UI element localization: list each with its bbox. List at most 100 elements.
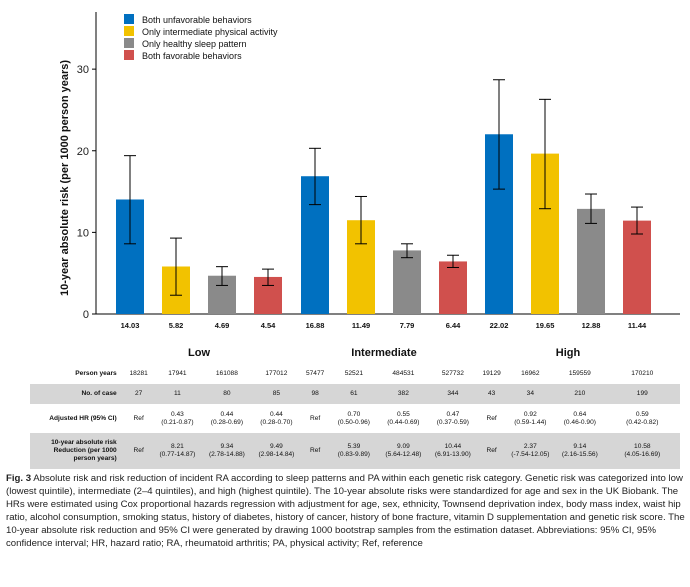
bar-series bbox=[116, 134, 651, 314]
bar-value-label: 11.44 bbox=[628, 321, 647, 330]
cell-estimate: 177012 bbox=[265, 370, 288, 378]
bar-value-label: 4.54 bbox=[261, 321, 276, 330]
bar-value-label: 4.69 bbox=[215, 321, 230, 330]
table-cell: 0.44 (0.28-0.69) bbox=[202, 404, 252, 433]
cell-estimate: 159559 bbox=[568, 370, 591, 378]
table-cell: Ref bbox=[478, 404, 506, 433]
bar bbox=[393, 250, 421, 314]
bar-chart: 0 10 20 30 10-year absolute risk (per 1000 … bbox=[59, 12, 680, 359]
cell-estimate: 19129 bbox=[482, 370, 501, 378]
cell-ci: (0.46-0.90) bbox=[563, 418, 596, 426]
table-cell: Ref bbox=[125, 404, 153, 433]
bar-value-label: 6.44 bbox=[446, 321, 461, 330]
table-cell: 61 bbox=[329, 384, 379, 404]
bar bbox=[577, 208, 605, 314]
group-label: Intermediate bbox=[351, 347, 416, 359]
table-cell: Ref bbox=[301, 404, 329, 433]
legend-swatch bbox=[124, 38, 134, 48]
cell-estimate: 0.55 bbox=[396, 410, 410, 418]
table-cell: 10.58 (4.05-16.69) bbox=[604, 433, 680, 469]
table-cell: 10.44 (6.91-13.90) bbox=[428, 433, 478, 469]
table-cell: 0.92 (0.59-1.44) bbox=[506, 404, 556, 433]
table-cell: 34 bbox=[505, 384, 556, 404]
cell-estimate: 0.92 bbox=[523, 410, 537, 418]
cell-estimate: 9.34 bbox=[220, 443, 234, 451]
y-tick-label: 10 bbox=[77, 227, 89, 239]
cell-estimate: 52521 bbox=[344, 370, 364, 378]
table-cell: 9.49 (2.98-14.84) bbox=[251, 433, 302, 469]
cell-estimate: 0.47 bbox=[446, 410, 460, 418]
legend-swatch bbox=[124, 14, 134, 24]
cell-estimate: 17941 bbox=[168, 370, 187, 378]
bar bbox=[623, 220, 651, 314]
cell-ci: (2.78-14.88) bbox=[208, 451, 245, 458]
cell-ci: (0.28-0.70) bbox=[260, 418, 293, 426]
cell-estimate: Ref bbox=[133, 414, 144, 422]
cell-estimate: 27 bbox=[135, 390, 143, 398]
table-cell: 52521 bbox=[329, 364, 379, 384]
table-cell: Ref bbox=[301, 433, 330, 469]
table-cell: 527732 bbox=[428, 364, 478, 384]
cell-estimate: 98 bbox=[311, 390, 319, 398]
cell-ci: (0.50-0.96) bbox=[337, 418, 370, 426]
cell-ci: (0.42-0.82) bbox=[626, 418, 659, 426]
cell-ci: (0.59-1.44) bbox=[514, 418, 547, 426]
cell-estimate: Ref bbox=[310, 414, 321, 422]
group-label: Low bbox=[188, 347, 210, 359]
cell-estimate: 10.58 bbox=[634, 443, 651, 451]
y-axis-ticks: 0 10 20 30 bbox=[77, 64, 96, 321]
legend-label: Only healthy sleep pattern bbox=[142, 39, 247, 49]
cell-ci: (2.16-15.56) bbox=[561, 451, 598, 458]
table-cell: 19129 bbox=[478, 364, 506, 384]
legend-label: Both unfavorable behaviors bbox=[142, 15, 252, 25]
cell-estimate: 10.44 bbox=[444, 443, 462, 451]
table-cell: 9.09 (5.64-12.48) bbox=[378, 433, 429, 469]
cell-estimate: 43 bbox=[487, 390, 496, 398]
figure-caption: Fig. 3 Absolute risk and risk reduction … bbox=[6, 472, 686, 551]
cell-ci: (0.28-0.69) bbox=[210, 418, 244, 426]
cell-estimate: 9.14 bbox=[573, 443, 587, 451]
row-header: Person years bbox=[75, 370, 117, 378]
table-cell: 199 bbox=[604, 384, 680, 404]
cell-estimate: 199 bbox=[636, 390, 648, 398]
legend-label: Only intermediate physical activity bbox=[142, 27, 278, 37]
bar-value-labels: 14.03 5.82 4.69 4.54 16.88 11.49 7.79 6.44 22.02… bbox=[121, 321, 647, 330]
y-tick-label: 20 bbox=[77, 146, 89, 158]
figure-label: Fig. 3 bbox=[6, 473, 32, 484]
cell-ci: (0.77-14.87) bbox=[159, 451, 196, 458]
cell-estimate: 344 bbox=[447, 390, 459, 398]
table-cell: 0.44 (0.28-0.70) bbox=[252, 404, 302, 433]
table-cell: 98 bbox=[301, 384, 330, 404]
bar-value-label: 22.02 bbox=[490, 321, 509, 330]
cell-estimate: 161088 bbox=[215, 370, 238, 378]
table-cell: 0.43 (0.21-0.87) bbox=[153, 404, 203, 433]
cell-estimate: 484531 bbox=[392, 370, 415, 378]
table-cell: 170210 bbox=[605, 364, 680, 384]
table-cell: 9.14 (2.16-15.56) bbox=[555, 433, 605, 469]
table-cell: 0.64 (0.46-0.90) bbox=[555, 404, 605, 433]
cell-ci: (6.91-13.90) bbox=[434, 451, 471, 458]
cell-ci: (0.44-0.69) bbox=[387, 418, 420, 426]
cell-ci: (2.98-14.84) bbox=[258, 451, 295, 458]
cell-estimate: 18281 bbox=[129, 370, 148, 378]
cell-estimate: 34 bbox=[526, 390, 535, 398]
cell-estimate: 85 bbox=[272, 390, 281, 398]
row-header: No. of case bbox=[30, 384, 125, 404]
table-row: Person years 18281 17941 161088 177012 57477 5… bbox=[30, 364, 680, 384]
bar-value-label: 14.03 bbox=[121, 321, 140, 330]
cell-estimate: Ref bbox=[486, 447, 497, 455]
cell-estimate: 0.64 bbox=[573, 410, 587, 418]
bar-value-label: 11.49 bbox=[352, 321, 370, 330]
table-cell: 11 bbox=[152, 384, 203, 404]
y-tick-label: 0 bbox=[83, 309, 89, 321]
table-cell: 0.70 (0.50-0.96) bbox=[329, 404, 379, 433]
bar-value-label: 19.65 bbox=[536, 321, 555, 330]
cell-estimate: 210 bbox=[574, 390, 586, 398]
group-labels: Low Intermediate High bbox=[188, 347, 580, 359]
stats-table-container: Person years 18281 17941 161088 177012 57477 5… bbox=[30, 364, 680, 469]
cell-estimate: Ref bbox=[310, 447, 321, 455]
table-cell: 57477 bbox=[301, 364, 329, 384]
legend-label: Both favorable behaviors bbox=[142, 51, 242, 61]
table-cell: 0.59 (0.42-0.82) bbox=[605, 404, 680, 433]
table-cell: 85 bbox=[251, 384, 302, 404]
